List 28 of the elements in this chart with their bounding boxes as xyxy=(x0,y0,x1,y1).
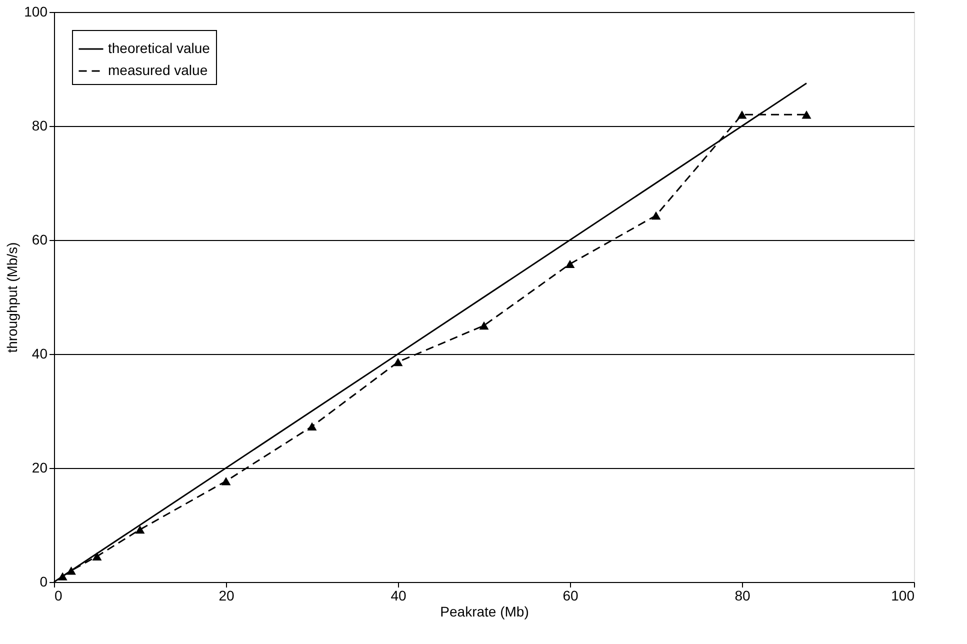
point xyxy=(802,110,812,119)
x-tick-label: 20 xyxy=(218,588,234,604)
x-tick-label: 60 xyxy=(562,588,578,604)
y-tick-label: 40 xyxy=(32,346,48,362)
point xyxy=(66,566,76,575)
legend-label: theoretical value xyxy=(108,40,210,56)
point xyxy=(565,260,575,268)
point xyxy=(307,422,317,430)
x-axis-title: Peakrate (Mb) xyxy=(440,604,529,620)
x-tick-label: 100 xyxy=(891,588,915,604)
x-tick-label: 80 xyxy=(734,588,750,604)
y-axis-title: throughput (Mb/s) xyxy=(4,242,20,353)
y-tick-label: 20 xyxy=(32,460,48,476)
y-tick-label: 80 xyxy=(32,118,48,134)
point xyxy=(92,552,102,560)
x-tick-label: 40 xyxy=(390,588,406,604)
y-tick-label: 0 xyxy=(40,574,48,590)
point xyxy=(135,525,145,534)
point xyxy=(221,477,231,486)
legend-label: measured value xyxy=(108,62,208,78)
point xyxy=(479,321,489,330)
x-tick-label: 0 xyxy=(54,588,62,604)
point xyxy=(393,358,403,366)
point xyxy=(737,110,747,119)
y-tick-label: 100 xyxy=(24,4,48,20)
point xyxy=(58,572,68,580)
point xyxy=(651,211,661,220)
y-tick-label: 60 xyxy=(32,232,48,248)
